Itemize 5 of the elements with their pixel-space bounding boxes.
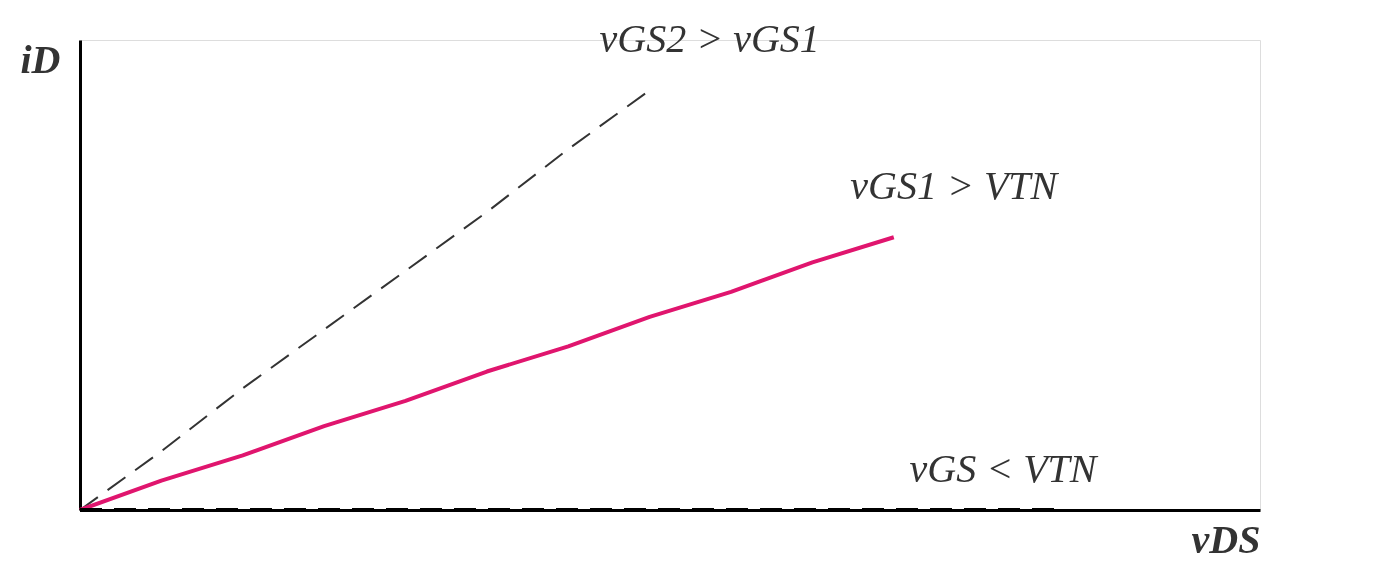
series-label: vGS1 > VTN — [850, 163, 1060, 209]
x-axis-title: vDS — [1191, 516, 1261, 562]
series-label: vGS2 > vGS1 — [599, 16, 820, 62]
y-axis-title: iD — [20, 36, 61, 82]
series-label: vGS < VTN — [909, 446, 1099, 491]
